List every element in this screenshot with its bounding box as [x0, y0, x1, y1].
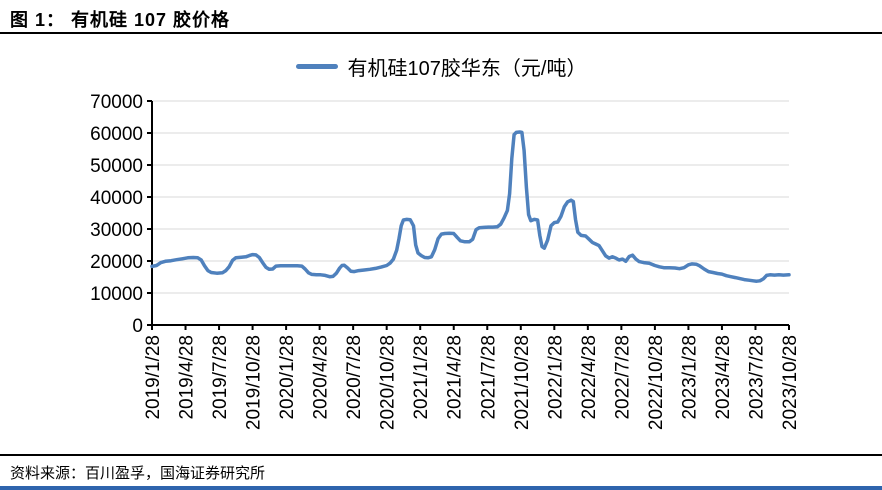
x-axis-label: 2020/7/28: [344, 335, 365, 420]
x-axis-label: 2023/4/28: [713, 335, 734, 420]
y-axis-label: 60000: [90, 124, 143, 145]
x-axis-label: 2020/4/28: [311, 335, 332, 420]
y-axis-label: 0: [132, 316, 143, 337]
title-divider: [0, 32, 882, 34]
x-axis-label: 2019/1/28: [143, 335, 164, 420]
x-axis-label: 2022/7/28: [612, 335, 633, 420]
x-axis-label: 2021/4/28: [445, 335, 466, 420]
x-axis-label: 2019/7/28: [210, 335, 231, 420]
x-axis-label: 2021/1/28: [411, 335, 432, 420]
x-axis-label: 2022/10/28: [646, 335, 667, 430]
price-line: [150, 130, 791, 283]
x-axis-label: 2023/7/28: [746, 335, 767, 420]
y-axis-label: 70000: [90, 92, 143, 113]
x-axis-label: 2020/10/28: [378, 335, 399, 430]
x-axis-label: 2021/7/28: [478, 335, 499, 420]
x-axis-label: 2019/10/28: [244, 335, 265, 430]
y-axis-label: 10000: [90, 284, 143, 305]
bottom-accent-bar: [0, 486, 882, 490]
x-axis-label: 2023/10/28: [780, 335, 801, 430]
chart-legend: 有机硅107胶华东（元/吨）: [0, 52, 882, 81]
x-axis-label: 2022/4/28: [579, 335, 600, 420]
x-axis-label: 2021/10/28: [512, 335, 533, 430]
y-axis-label: 40000: [90, 188, 143, 209]
y-axis-label: 50000: [90, 156, 143, 177]
figure-title: 图 1： 有机硅 107 胶价格: [10, 10, 231, 30]
x-axis-label: 2023/1/28: [679, 335, 700, 420]
y-axis-label: 30000: [90, 220, 143, 241]
legend-line-icon: [295, 64, 338, 69]
x-axis-label: 2020/1/28: [277, 335, 298, 420]
source-note: 资料来源：百川盈孚，国海证券研究所: [10, 466, 266, 482]
x-axis-label: 2022/1/28: [545, 335, 566, 420]
source-divider: [0, 454, 882, 456]
legend-label: 有机硅107胶华东（元/吨）: [347, 58, 587, 80]
x-axis-label: 2019/4/28: [177, 335, 198, 420]
y-axis-label: 20000: [90, 252, 143, 273]
